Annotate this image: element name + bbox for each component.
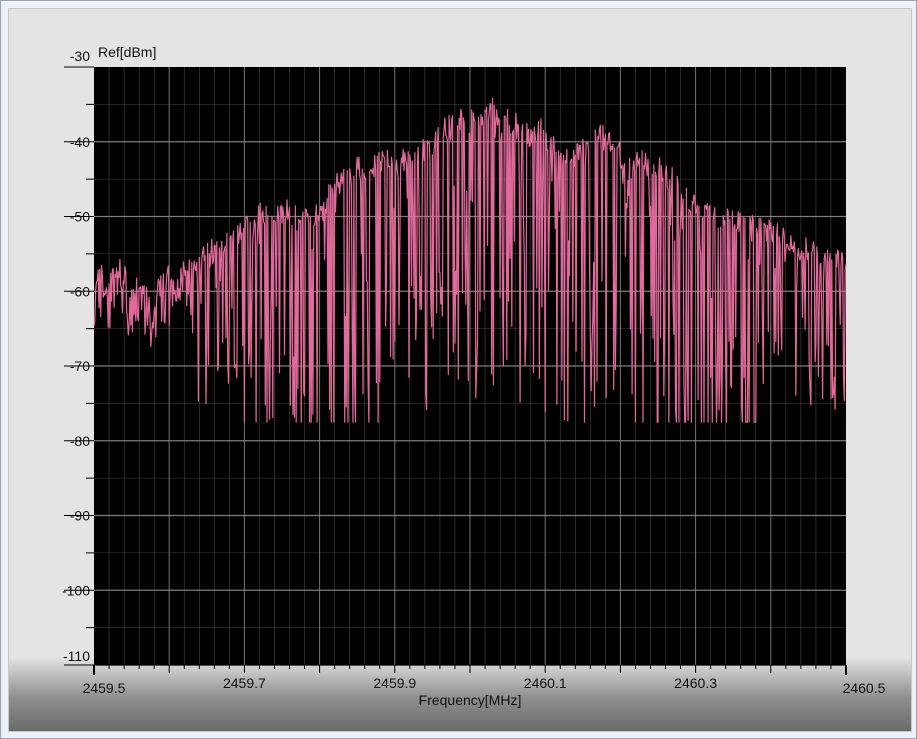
x-tick-label: 2460.1: [524, 675, 567, 691]
spectrum-chart: 2459.5 2459.7 2459.9 2460.1 2460.3 2460.5 -30 -…: [9, 44, 911, 731]
axes: 2459.5 2459.7 2459.9 2460.1 2460.3 2460.5 -30 -…: [62, 48, 886, 696]
axis-footer-band: [9, 657, 911, 731]
y-tick-label: -60: [70, 283, 90, 299]
x-tick-label: 2459.5: [83, 680, 126, 696]
x-axis-label: Frequency[MHz]: [419, 692, 522, 708]
series-line-0: [93, 97, 847, 423]
chart-panel: 2459.5 2459.7 2459.9 2460.1 2460.3 2460.5 -30 -…: [8, 8, 912, 732]
x-tick-label: 2460.5: [843, 680, 886, 696]
y-tick-label: -50: [70, 209, 90, 225]
grid: [94, 67, 846, 665]
y-tick-label: -100: [62, 582, 90, 598]
x-tick-label: 2459.9: [373, 675, 416, 691]
y-tick-label: -70: [70, 358, 90, 374]
y-tick-label: -40: [70, 134, 90, 150]
y-tick-label: -110: [63, 648, 90, 664]
y-tick-label: -80: [70, 433, 90, 449]
series-layer: [93, 97, 847, 423]
y-tick-label: -30: [70, 48, 90, 64]
x-tick-label: 2460.3: [674, 675, 717, 691]
y-tick-label: -90: [70, 508, 90, 524]
y-axis-label: Ref[dBm]: [98, 44, 156, 60]
x-tick-label: 2459.7: [223, 675, 266, 691]
